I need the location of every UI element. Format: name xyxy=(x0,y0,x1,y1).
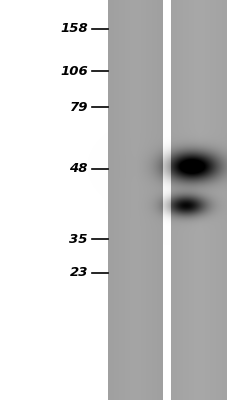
Text: 23: 23 xyxy=(69,266,88,279)
Text: 35: 35 xyxy=(69,233,88,246)
Text: 79: 79 xyxy=(69,101,88,114)
Text: 158: 158 xyxy=(60,22,88,35)
Text: 106: 106 xyxy=(60,65,88,78)
Text: 48: 48 xyxy=(69,162,88,175)
